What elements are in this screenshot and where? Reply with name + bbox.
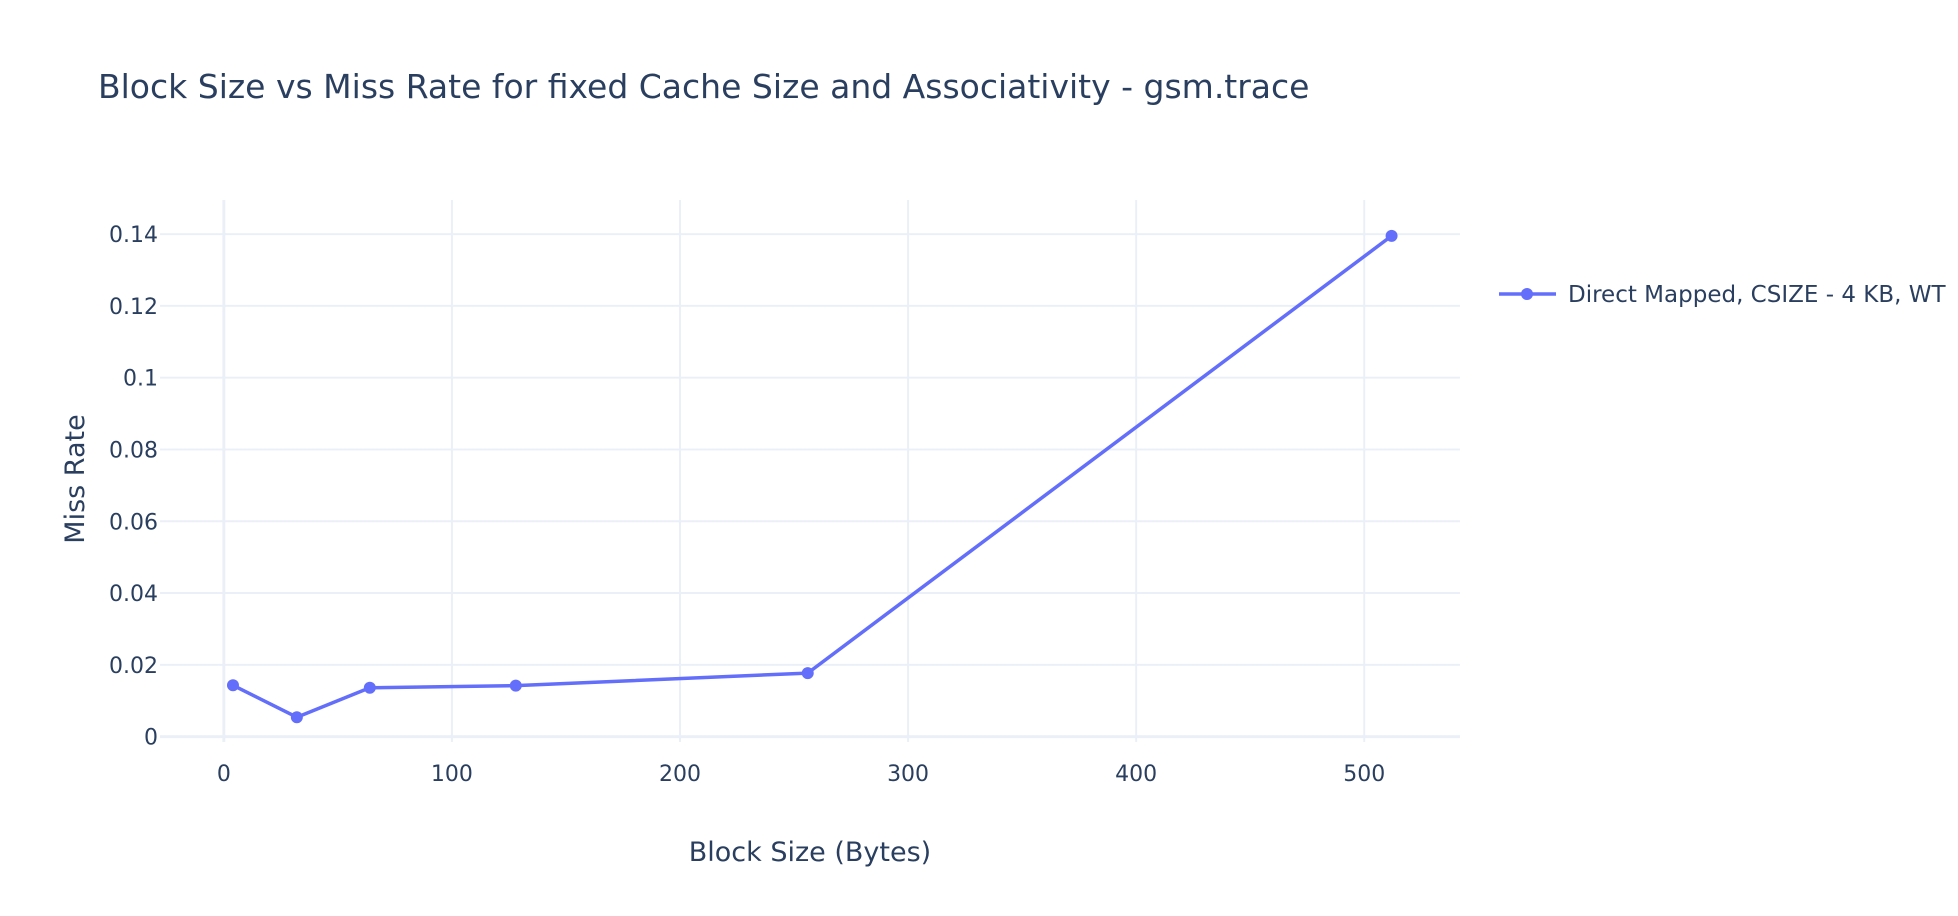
- x-tick-label: 500: [1343, 762, 1385, 787]
- y-gridlines: [160, 233, 1460, 739]
- data-point[interactable]: [509, 679, 522, 692]
- chart-title: Block Size vs Miss Rate for fixed Cache …: [98, 67, 1309, 106]
- x-tick-label: 200: [659, 762, 701, 787]
- y-tick-label: 0: [144, 726, 158, 751]
- x-tick-label: 100: [431, 762, 473, 787]
- series-layer: [226, 229, 1398, 724]
- y-tick-label: 0.06: [109, 510, 158, 535]
- data-point[interactable]: [226, 679, 239, 692]
- x-tick-labels: 0 100 200 300 400 500: [217, 762, 1385, 787]
- y-tick-labels: 0 0.02 0.04 0.06 0.08 0.1 0.12 0.14: [109, 223, 158, 751]
- x-tick-label: 0: [217, 762, 231, 787]
- data-point[interactable]: [801, 667, 814, 680]
- y-tick-label: 0.08: [109, 438, 158, 463]
- legend-label: Direct Mapped, CSIZE - 4 KB, WT: [1568, 282, 1947, 308]
- data-point[interactable]: [1385, 229, 1398, 242]
- x-axis-title: Block Size (Bytes): [689, 837, 931, 868]
- legend-marker-swatch: [1521, 288, 1533, 300]
- y-tick-label: 0.12: [109, 295, 158, 320]
- plot-area: 0 100 200 300 400 500 0 0.02 0.04 0.06 0.08 0.1 0.1…: [109, 200, 1460, 787]
- y-tick-label: 0.02: [109, 654, 158, 679]
- y-tick-label: 0.1: [123, 367, 158, 392]
- data-point[interactable]: [363, 681, 376, 694]
- y-tick-label: 0.14: [109, 223, 158, 248]
- x-tick-label: 300: [887, 762, 929, 787]
- legend-item[interactable]: Direct Mapped, CSIZE - 4 KB, WT: [1499, 282, 1947, 308]
- series-line: [231, 234, 1394, 719]
- x-gridlines: [222, 200, 1366, 742]
- legend[interactable]: Direct Mapped, CSIZE - 4 KB, WT: [1499, 282, 1947, 308]
- x-tick-label: 400: [1115, 762, 1157, 787]
- data-point[interactable]: [290, 711, 303, 724]
- y-tick-label: 0.04: [109, 582, 158, 607]
- y-axis-title: Miss Rate: [60, 414, 91, 543]
